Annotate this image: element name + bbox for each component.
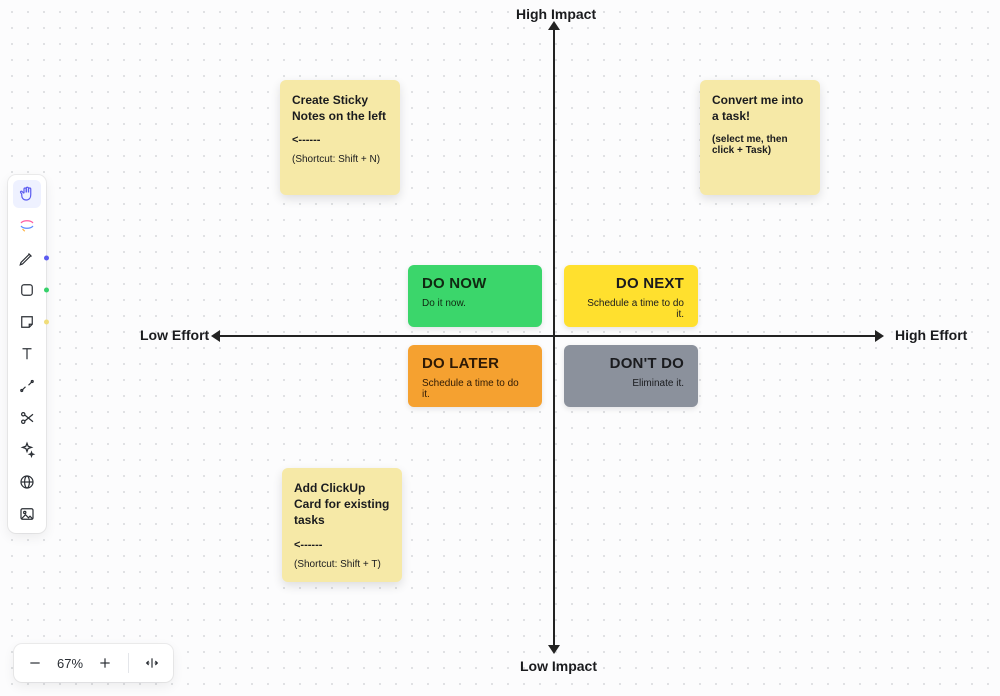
quadrant-card-do-now[interactable]: DO NOW Do it now. [408,265,542,327]
color-dot [44,256,49,261]
square-icon [18,281,36,299]
axis-label-left: Low Effort [140,327,209,343]
axis-label-bottom: Low Impact [520,658,597,674]
sticky-title: Convert me into a task! [712,92,808,124]
color-dot [44,320,49,325]
card-sub: Eliminate it. [578,378,684,389]
connector-icon [18,377,36,395]
zoom-level-label[interactable]: 67% [54,656,86,671]
text-tool[interactable] [13,340,41,368]
scissors-tool[interactable] [13,404,41,432]
zoom-fit-button[interactable] [139,650,165,676]
card-title: DO NOW [422,275,528,292]
arrow-right [875,330,884,342]
image-tool[interactable] [13,500,41,528]
whiteboard-canvas[interactable]: High Impact Low Impact Low Effort High E… [0,0,1000,696]
connector-tool[interactable] [13,372,41,400]
card-sub: Do it now. [422,298,528,309]
globe-icon [18,473,36,491]
shape-tool[interactable] [13,276,41,304]
ai-tool[interactable] [13,436,41,464]
arrow-up [548,21,560,30]
hand-tool[interactable] [13,180,41,208]
sticky-title: Add ClickUp Card for existing tasks [294,480,390,529]
sticky-sub: (select me, then click + Task) [712,134,808,156]
sparkle-icon [18,441,36,459]
card-title: DO NEXT [578,275,684,292]
y-axis [553,30,555,645]
scissors-icon [18,409,36,427]
hand-icon [18,185,36,203]
selection-tool[interactable] [13,212,41,240]
quadrant-card-do-later[interactable]: DO LATER Schedule a time to do it. [408,345,542,407]
color-dot [44,288,49,293]
sticky-tool[interactable] [13,308,41,336]
pen-icon [18,249,36,267]
axis-label-top: High Impact [516,6,596,22]
card-sub: Schedule a time to do it. [422,378,528,400]
web-tool[interactable] [13,468,41,496]
x-axis [220,335,875,337]
quadrant-card-do-next[interactable]: DO NEXT Schedule a time to do it. [564,265,698,327]
image-icon [18,505,36,523]
pen-tool[interactable] [13,244,41,272]
arrow-down [548,645,560,654]
sticky-sub: (Shortcut: Shift + T) [294,559,390,570]
sticky-arrow: <------ [294,539,390,551]
arrow-left [211,330,220,342]
zoom-in-button[interactable] [92,650,118,676]
axis-label-right: High Effort [895,327,967,343]
sticky-arrow: <------ [292,134,388,146]
sticky-sub: (Shortcut: Shift + N) [292,154,388,165]
left-toolbar [8,175,46,533]
sticky-note[interactable]: Create Sticky Notes on the left <------ … [280,80,400,195]
quadrant-card-dont-do[interactable]: DON'T DO Eliminate it. [564,345,698,407]
card-title: DON'T DO [578,355,684,372]
text-icon [18,345,36,363]
zoom-out-button[interactable] [22,650,48,676]
sticky-note[interactable]: Convert me into a task! (select me, then… [700,80,820,195]
divider [128,653,129,673]
sticky-title: Create Sticky Notes on the left [292,92,388,124]
lasso-icon [18,217,36,235]
card-title: DO LATER [422,355,528,372]
sticky-icon [18,313,36,331]
zoom-bar: 67% [14,644,173,682]
card-sub: Schedule a time to do it. [578,298,684,320]
sticky-note[interactable]: Add ClickUp Card for existing tasks <---… [282,468,402,582]
